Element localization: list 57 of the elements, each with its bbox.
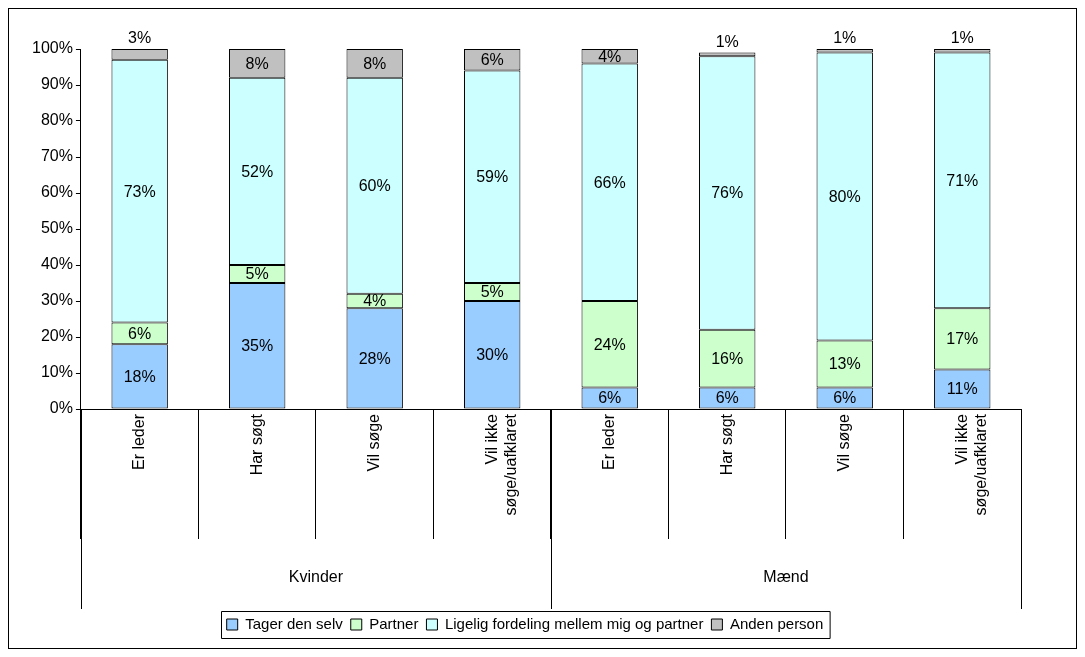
data-label: 8% bbox=[245, 54, 269, 72]
y-tick-label: 100% bbox=[32, 39, 73, 57]
data-label: 6% bbox=[128, 324, 152, 342]
x-tick-label: Har søgt bbox=[247, 413, 265, 476]
y-tick-label: 80% bbox=[40, 111, 73, 129]
y-tick-label: 0% bbox=[49, 399, 73, 417]
legend-label: Partner bbox=[369, 614, 419, 632]
x-tick-label: Har søgt bbox=[717, 413, 735, 476]
y-tick-label: 40% bbox=[40, 255, 73, 273]
data-label: 5% bbox=[245, 265, 269, 283]
data-label: 13% bbox=[828, 355, 861, 373]
data-label: 17% bbox=[946, 330, 979, 348]
x-tick-label: Vil søge bbox=[365, 413, 383, 472]
data-label: 73% bbox=[123, 182, 156, 200]
y-tick-label: 90% bbox=[40, 75, 73, 93]
data-label: 3% bbox=[128, 29, 152, 47]
data-label: 66% bbox=[593, 173, 626, 191]
y-tick-label: 20% bbox=[40, 327, 73, 345]
data-label: 1% bbox=[833, 29, 857, 47]
text: Mænd bbox=[763, 568, 809, 586]
data-label: 28% bbox=[358, 349, 391, 367]
y-tick-label: 10% bbox=[40, 363, 73, 381]
y-tick-label: 60% bbox=[40, 183, 73, 201]
x-tick-label: Er leder bbox=[600, 413, 618, 471]
data-label: 60% bbox=[358, 177, 391, 195]
data-label: 76% bbox=[711, 184, 744, 202]
data-label: 6% bbox=[598, 389, 622, 407]
data-label: 1% bbox=[950, 29, 974, 47]
data-label: 6% bbox=[715, 389, 739, 407]
data-label: 71% bbox=[946, 171, 979, 189]
data-label: 8% bbox=[363, 54, 387, 72]
data-label: 6% bbox=[480, 51, 504, 69]
data-label: 59% bbox=[476, 168, 509, 186]
x-tick-label: Vil ikke søge/uafklaret bbox=[952, 413, 989, 516]
data-label: 5% bbox=[480, 283, 504, 301]
legend-label: Ligelig fordeling mellem mig og partner bbox=[444, 614, 704, 632]
data-label: 80% bbox=[828, 188, 861, 206]
data-label: 11% bbox=[946, 380, 978, 398]
legend-label: Tager den selv bbox=[245, 614, 344, 632]
data-label: 52% bbox=[241, 162, 274, 180]
data-label: 24% bbox=[593, 335, 626, 353]
data-label: 6% bbox=[833, 389, 857, 407]
data-label: 4% bbox=[598, 47, 622, 65]
y-tick-label: 70% bbox=[40, 147, 73, 165]
x-tick-label: Er leder bbox=[130, 413, 148, 471]
y-tick-label: 30% bbox=[40, 291, 73, 309]
x-tick-label: Vil søge bbox=[835, 413, 853, 472]
data-label: 35% bbox=[241, 337, 274, 355]
y-tick-label: 50% bbox=[40, 219, 73, 237]
legend-label: Anden person bbox=[729, 614, 824, 632]
x-tick-label: Vil ikke søge/uafklaret bbox=[482, 413, 519, 516]
data-label: 16% bbox=[711, 350, 744, 368]
data-label: 4% bbox=[363, 292, 387, 310]
data-label: 18% bbox=[123, 367, 156, 385]
text: Kvinder bbox=[288, 568, 344, 586]
data-label: 1% bbox=[715, 33, 739, 51]
data-label: 30% bbox=[476, 346, 509, 364]
